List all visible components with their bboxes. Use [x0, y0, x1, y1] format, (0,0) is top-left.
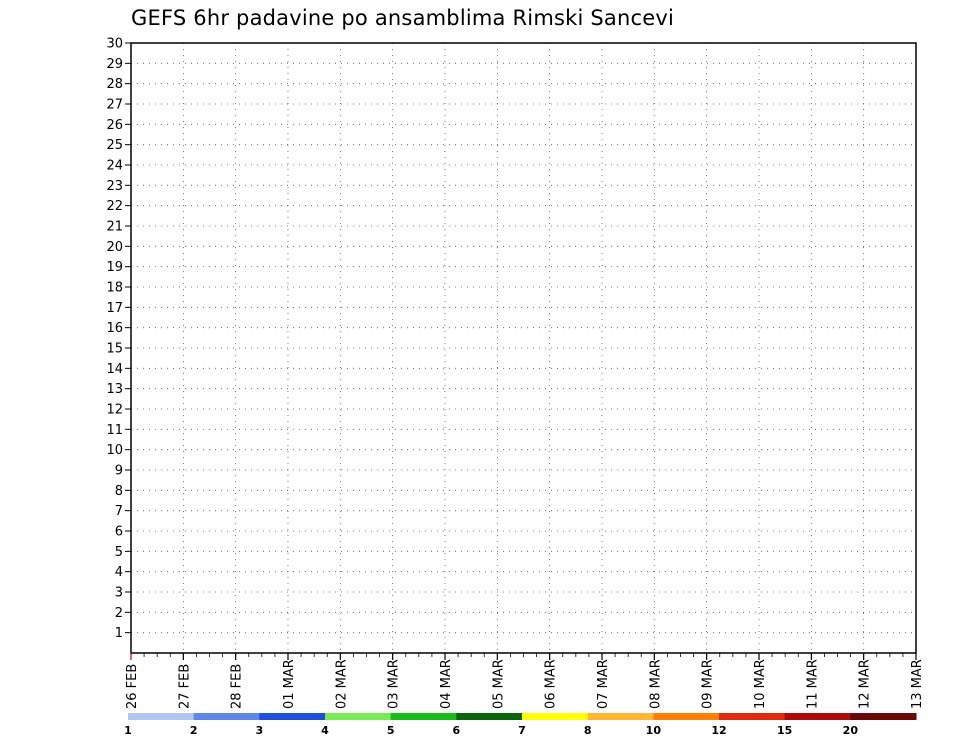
colorbar-label: 1: [124, 724, 132, 737]
x-tick-label: 01 MAR: [282, 659, 297, 709]
colorbar-swatch: [325, 713, 392, 720]
y-tick-label: 10: [106, 443, 123, 458]
x-tick-label: 26 FEB: [125, 664, 140, 709]
y-tick-label: 8: [115, 484, 123, 499]
colorbar-swatch: [587, 713, 654, 720]
y-tick-label: 27: [106, 98, 123, 113]
colorbar-swatch: [456, 713, 523, 720]
x-tick-label: 04 MAR: [439, 659, 454, 709]
colorbar-label: 10: [646, 724, 662, 737]
y-tick-label: 7: [115, 504, 123, 519]
y-tick-label: 24: [106, 159, 123, 174]
colorbar-swatch: [193, 713, 260, 720]
colorbar-label: 3: [256, 724, 264, 737]
y-tick-label: 30: [106, 37, 123, 52]
colorbar-swatch: [719, 713, 786, 720]
colorbar-label: 20: [843, 724, 859, 737]
y-tick-label: 20: [106, 240, 123, 255]
x-tick-label: 13 MAR: [910, 659, 925, 709]
x-tick-label: 07 MAR: [596, 659, 611, 709]
x-tick-label: 05 MAR: [491, 659, 506, 709]
y-tick-label: 19: [106, 260, 123, 275]
y-tick-label: 1: [115, 626, 123, 641]
x-tick-label: 09 MAR: [701, 659, 716, 709]
x-tick-label: 27 FEB: [177, 664, 192, 709]
colorbar-label: 15: [777, 724, 792, 737]
y-tick-label: 16: [106, 321, 123, 336]
y-tick-label: 13: [106, 382, 123, 397]
y-tick-label: 28: [106, 77, 123, 92]
y-tick-label: 12: [106, 403, 123, 418]
x-tick-label: 02 MAR: [334, 659, 349, 709]
colorbar-label: 6: [453, 724, 461, 737]
x-tick-label: 11 MAR: [805, 659, 820, 709]
x-tick-label: 10 MAR: [753, 659, 768, 709]
x-tick-label: 28 FEB: [230, 664, 245, 709]
x-tick-label: 03 MAR: [387, 659, 402, 709]
colorbar-label: 8: [584, 724, 592, 737]
y-tick-label: 5: [115, 545, 123, 560]
colorbar-swatch: [259, 713, 326, 720]
y-tick-label: 22: [106, 199, 123, 214]
colorbar-swatch: [653, 713, 720, 720]
colorbar-label: 4: [321, 724, 329, 737]
x-tick-label: 12 MAR: [858, 659, 873, 709]
colorbar-swatch: [850, 713, 917, 720]
colorbar-label: 12: [711, 724, 726, 737]
chart-title: GEFS 6hr padavine po ansamblima Rimski S…: [131, 6, 675, 30]
y-tick-label: 6: [115, 525, 123, 540]
y-tick-label: 4: [115, 565, 123, 580]
colorbar-label: 7: [518, 724, 526, 737]
y-tick-label: 25: [106, 138, 123, 153]
y-tick-label: 21: [106, 220, 123, 235]
y-tick-label: 2: [115, 606, 123, 621]
y-tick-label: 15: [106, 342, 123, 357]
x-axis: 26 FEB 27 FEB 28 FEB 01 MAR 02 MAR 03 MAR 04 M…: [125, 653, 925, 709]
x-tick-label: 06 MAR: [544, 659, 559, 709]
plot-frame: [130, 42, 917, 654]
colorbar-label: 5: [387, 724, 395, 737]
y-axis: 1234567891011121314151617181920212223242…: [106, 37, 131, 641]
colorbar-label: 2: [190, 724, 198, 737]
y-tick-label: 3: [115, 586, 123, 601]
y-tick-label: 18: [106, 281, 123, 296]
colorbar-swatch: [390, 713, 457, 720]
y-tick-label: 23: [106, 179, 123, 194]
colorbar-swatch: [128, 713, 195, 720]
y-tick-label: 17: [106, 301, 123, 316]
grid-layer: [131, 43, 916, 653]
y-tick-label: 26: [106, 118, 123, 133]
colorbar-swatch: [522, 713, 589, 720]
y-tick-label: 14: [106, 362, 123, 377]
y-tick-label: 29: [106, 57, 123, 72]
x-tick-label: 08 MAR: [648, 659, 663, 709]
colorbar-swatch: [784, 713, 851, 720]
y-tick-label: 9: [115, 464, 123, 479]
colorbar: 1 2 3 4 5 6 7 8 10 12 15 20: [124, 713, 917, 737]
y-tick-label: 11: [106, 423, 123, 438]
